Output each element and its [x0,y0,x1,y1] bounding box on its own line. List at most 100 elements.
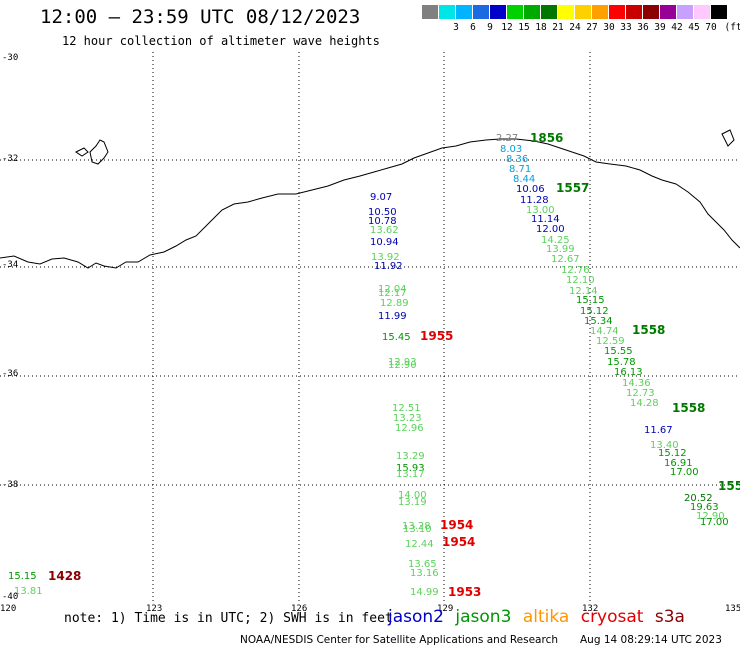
wave-height-value: 14.36 [622,378,651,389]
scale-label: 15 [518,22,530,33]
lon-label: 129 [437,604,454,614]
wave-height-value: 12.96 [395,423,424,434]
scale-label: 42 [671,22,683,33]
scale-swatch [694,5,710,19]
wave-height-value: 10.06 [516,184,545,195]
scale-unit: (ft) [724,22,740,33]
scale-label: 9 [487,22,493,33]
coastline [0,138,740,269]
scale-swatch [558,5,574,19]
wave-height-value: 13.28 [402,521,431,532]
wave-height-value: 16.13 [614,367,643,378]
wave-height-value: 12.90 [696,511,725,522]
wave-height-value: 12.17 [378,288,407,299]
wave-height-value: 11.28 [520,195,549,206]
wave-height-value: 13.99 [546,244,575,255]
legend-jason2: jason2 [388,607,444,627]
wave-height-value: 13.23 [393,413,422,424]
wave-height-value: 13.16 [410,568,439,579]
wave-height-value: 12.90 [388,360,417,371]
wave-height-value: 15.15 [576,295,605,306]
wave-height-value: 20.52 [684,493,713,504]
wave-height-value: 14.99 [410,587,439,598]
wave-height-value: 13.81 [14,586,43,597]
island-coastline [75,147,89,157]
wave-height-value: 8.03 [500,144,522,155]
pass-time-label: 1558 [632,323,665,337]
scale-swatch [711,5,727,19]
wave-height-value: 16.91 [664,458,693,469]
scale-label: 6 [470,22,476,33]
wave-height-value: 13.29 [396,451,425,462]
scale-label: 3 [453,22,459,33]
scale-swatch [439,5,455,19]
wave-height-value: 13.62 [370,225,399,236]
wave-height-value: 12.59 [596,336,625,347]
wave-height-value: 12.93 [388,357,417,368]
wave-height-value: 2.27 [496,133,518,144]
legend-cryosat: cryosat [580,607,644,627]
pass-time-label: 155 [718,479,740,493]
wave-height-value: 15.12 [580,306,609,317]
scale-label: 18 [535,22,547,33]
scale-swatch [524,5,540,19]
lon-label: 126 [291,604,308,614]
scale-swatch [473,5,489,19]
lon-label: 120 [0,604,17,614]
island-coastline [89,139,109,165]
legend-s3a: s3a [654,607,685,627]
scale-label: 24 [569,22,581,33]
wave-height-value: 12.73 [626,388,655,399]
wave-height-value: 10.94 [370,237,399,248]
lat-lon-grid [0,52,740,602]
wave-height-value: 17.00 [670,467,699,478]
map-subtitle: 12 hour collection of altimeter wave hei… [62,34,380,48]
wave-height-value: 8.71 [509,164,531,175]
wave-height-value: 11.14 [531,214,560,225]
wave-height-value: 12.00 [536,224,565,235]
generated-timestamp: Aug 14 08:29:14 UTC 2023 [580,634,722,646]
scale-label: 30 [603,22,615,33]
lon-label: 132 [582,604,599,614]
lon-label: 123 [146,604,163,614]
wave-height-value: 15.15 [8,571,37,582]
wave-height-value: 15.78 [607,357,636,368]
scale-label: 27 [586,22,598,33]
lat-label: -34 [2,260,19,270]
lon-label: 135 [725,604,740,614]
wave-height-value: 14.74 [590,326,619,337]
wave-height-value: 14.00 [398,490,427,501]
wave-height-value: 13.10 [403,524,432,535]
scale-swatch [575,5,591,19]
credit-line: NOAA/NESDIS Center for Satellite Applica… [240,634,558,646]
scale-swatch [541,5,557,19]
wave-height-value: 17.00 [700,517,729,528]
wave-height-value: 10.78 [368,216,397,227]
wave-height-value: 13.40 [650,440,679,451]
scale-label: 33 [620,22,632,33]
wave-height-value: 12.04 [378,284,407,295]
pass-time-label: 1954 [440,518,473,532]
wave-height-value: 15.34 [584,316,613,327]
lat-label: -36 [2,369,19,379]
pass-time-label: 1954 [442,535,475,549]
map-title: 12:00 – 23:59 UTC 08/12/2023 [40,6,361,28]
scale-label: 70 [705,22,717,33]
wave-height-value: 11.67 [644,425,673,436]
scale-swatch [422,5,438,19]
pass-time-label: 1557 [556,181,589,195]
pass-time-label: 1558 [672,401,705,415]
wave-height-value: 14.28 [630,398,659,409]
lat-label: -40 [2,592,19,602]
scale-swatch [626,5,642,19]
pass-time-label: 1953 [448,585,481,599]
wave-height-value: 15.45 [382,332,411,343]
wave-height-value: 9.07 [370,192,392,203]
wave-height-value: 13.92 [371,252,400,263]
wave-height-value: 15.12 [658,448,687,459]
scale-swatch [677,5,693,19]
lat-label: -32 [2,154,19,164]
wave-height-value: 12.14 [569,286,598,297]
scale-label: 45 [688,22,700,33]
scale-swatch [660,5,676,19]
